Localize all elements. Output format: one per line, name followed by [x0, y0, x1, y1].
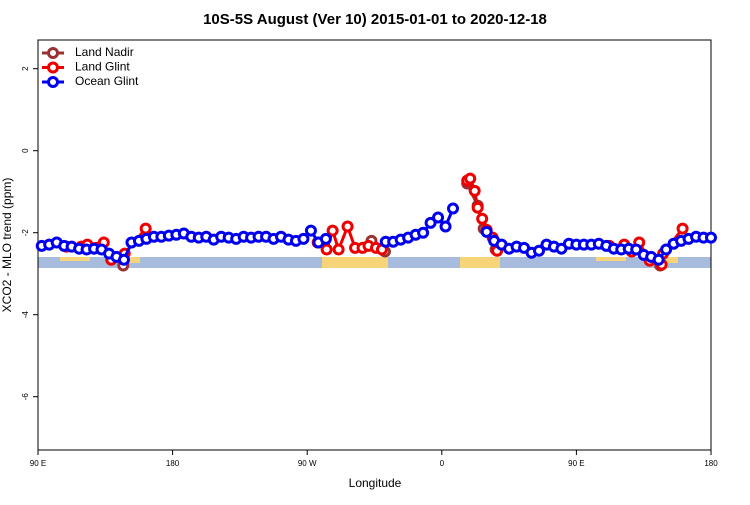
- y-tick-label: 2: [21, 66, 30, 71]
- data-point: [439, 220, 452, 233]
- data-point: [320, 243, 333, 256]
- data-point: [341, 220, 354, 233]
- data-point: [533, 244, 546, 257]
- y-tick-label: 0: [21, 148, 30, 153]
- data-point: [332, 243, 345, 256]
- y-axis-label: XCO2 - MLO trend (ppm): [0, 178, 14, 313]
- data-point: [705, 231, 717, 244]
- chart-title: 10S-5S August (Ver 10) 2015-01-01 to 202…: [203, 11, 547, 28]
- y-tick-label: -4: [21, 311, 30, 319]
- data-point: [652, 253, 665, 266]
- x-tick-label: 0: [440, 459, 445, 468]
- data-point: [476, 212, 489, 225]
- y-tick-label: -6: [21, 393, 30, 401]
- x-tick-label: 90 E: [568, 459, 584, 468]
- data-point: [468, 184, 481, 197]
- x-tick-label: 180: [166, 459, 180, 468]
- data-point: [660, 243, 673, 256]
- legend-marker: [47, 61, 59, 74]
- data-point: [417, 226, 430, 239]
- x-tick-label: 90 W: [298, 459, 317, 468]
- y-tick-label: -2: [21, 229, 30, 237]
- data-point: [480, 225, 493, 238]
- map-strip: [38, 257, 711, 268]
- legend-marker: [47, 76, 59, 88]
- data-point: [139, 222, 152, 235]
- data-point: [464, 172, 477, 185]
- data-point: [424, 216, 437, 229]
- legend-label: Land Nadir: [75, 45, 134, 59]
- x-tick-label: 180: [704, 459, 718, 468]
- data-point: [447, 202, 460, 215]
- x-tick-label: 90 E: [30, 459, 46, 468]
- x-axis-label: Longitude: [349, 476, 402, 490]
- data-point: [432, 211, 445, 224]
- data-point: [471, 201, 484, 214]
- data-point: [319, 232, 332, 245]
- data-point: [297, 232, 310, 245]
- data-point: [304, 224, 317, 237]
- legend-marker: [47, 47, 59, 59]
- data-point: [326, 224, 339, 237]
- legend-label: Land Glint: [75, 60, 130, 74]
- legend-label: Ocean Glint: [75, 74, 139, 88]
- data-point: [117, 253, 130, 266]
- data-point: [630, 243, 643, 256]
- data-point: [676, 222, 689, 235]
